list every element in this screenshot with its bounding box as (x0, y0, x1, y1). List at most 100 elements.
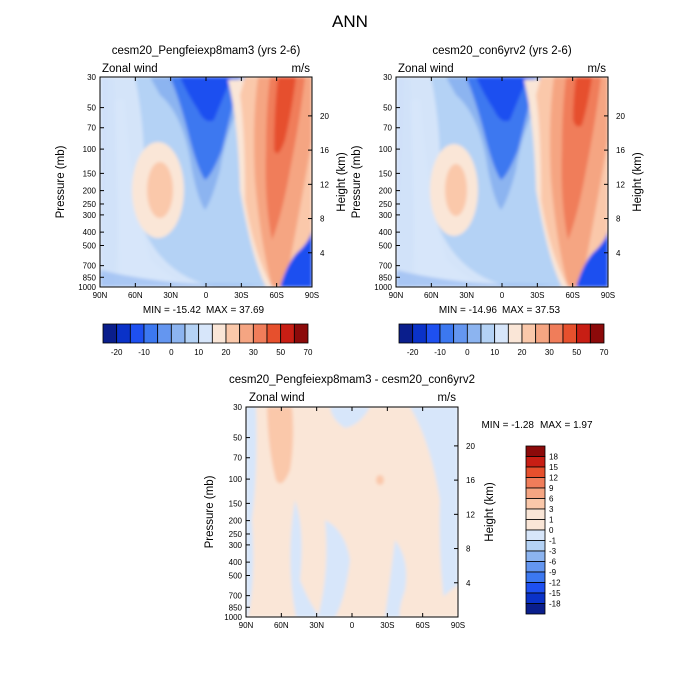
units-label: m/s (587, 63, 606, 75)
colorbar-label: 10 (490, 348, 499, 357)
y-tick-label: 30 (87, 73, 96, 82)
colorbar-swatch (525, 477, 546, 489)
height-tick-label: 12 (616, 180, 625, 189)
y-tick-label: 100 (83, 145, 97, 154)
colorbar-label: -1 (549, 537, 557, 546)
x-tick-label: 60S (416, 621, 430, 630)
colorbar-swatch (398, 323, 414, 344)
contour-field (100, 77, 312, 287)
colorbar-swatch (293, 323, 309, 344)
y-tick-label: 850 (379, 273, 393, 282)
panel-control: cesm20_con6yrv2 (yrs 2-6) Zonal wind m/s (351, 45, 644, 357)
colorbar-swatch (143, 323, 159, 344)
colorbar-label: 70 (304, 348, 313, 357)
panel-experiment: cesm20_Pengfeiexp8mam3 (yrs 2-6) Zonal w… (55, 45, 348, 357)
max-label: MAX = 37.53 (502, 305, 561, 316)
colorbar-swatch (170, 323, 186, 344)
variable-label: Zonal wind (102, 63, 158, 75)
colorbar-swatch (425, 323, 441, 344)
y-axis-label: Pressure (mb) (55, 145, 67, 218)
panel-title: cesm20_Pengfeiexp8mam3 (yrs 2-6) (112, 45, 301, 57)
max-label: MAX = 1.97 (540, 420, 593, 431)
y-tick-label: 300 (379, 211, 393, 220)
height-tick-label: 20 (320, 112, 329, 121)
min-label: MIN = -14.96 (439, 305, 498, 316)
y-tick-label: 700 (229, 592, 243, 601)
colorbar-swatch (102, 323, 118, 344)
colorbar-swatch (266, 323, 282, 344)
colorbar-swatch (525, 445, 546, 457)
colorbar: -20 -10 0 10 20 30 50 70 (398, 323, 609, 357)
colorbar-swatch (525, 466, 546, 478)
colorbar-swatch (129, 323, 145, 344)
colorbar-swatch (525, 456, 546, 468)
panel-title: cesm20_Pengfeiexp8mam3 - cesm20_con6yrv2 (229, 374, 475, 386)
y-tick-label: 150 (83, 169, 97, 178)
x-tick-label: 90N (239, 621, 254, 630)
colorbar-swatch (548, 323, 564, 344)
max-label: MAX = 37.69 (206, 305, 265, 316)
colorbar-swatch (280, 323, 295, 344)
colorbar-swatch (239, 323, 254, 344)
colorbar-swatch (525, 508, 546, 520)
colorbar-label: 0 (169, 348, 174, 357)
colorbar-label: 12 (549, 474, 558, 483)
colorbar-label: 3 (549, 505, 554, 514)
height-tick-label: 8 (616, 215, 621, 224)
x-tick-label: 60N (424, 291, 439, 300)
panel-title: cesm20_con6yrv2 (yrs 2-6) (432, 45, 571, 57)
variable-label: Zonal wind (398, 63, 454, 75)
height-tick-label: 20 (466, 442, 475, 451)
colorbar-label: -12 (549, 579, 561, 588)
y-tick-label: 500 (83, 241, 97, 250)
colorbar-label: 6 (549, 495, 554, 504)
contour-field (396, 77, 608, 287)
colorbar-label: 1 (549, 516, 554, 525)
y-tick-label: 50 (383, 104, 392, 113)
colorbar-label: 20 (518, 348, 527, 357)
colorbar-label: -20 (111, 348, 123, 357)
y-axis-label: Pressure (mb) (204, 475, 216, 548)
y-tick-label: 50 (233, 434, 242, 443)
colorbar-label: 50 (572, 348, 581, 357)
units-label: m/s (437, 392, 456, 404)
y-tick-label: 200 (229, 517, 243, 526)
colorbar-swatch (525, 592, 546, 604)
x-tick-label: 0 (500, 291, 505, 300)
colorbar-swatch (466, 323, 482, 344)
y-tick-label: 70 (233, 454, 242, 463)
x-tick-label: 30N (309, 621, 324, 630)
y-tick-label: 400 (229, 558, 243, 567)
y-tick-label: 70 (87, 124, 96, 133)
colorbar-swatch (525, 519, 546, 531)
min-label: MIN = -1.28 (481, 420, 534, 431)
x-tick-label: 30S (380, 621, 394, 630)
min-label: MIN = -15.42 (143, 305, 202, 316)
height-tick-label: 8 (466, 545, 471, 554)
colorbar-swatch (494, 323, 509, 344)
x-tick-label: 90S (305, 291, 319, 300)
y-tick-label: 200 (379, 187, 393, 196)
height-tick-label: 8 (320, 215, 325, 224)
x-tick-label: 0 (204, 291, 209, 300)
x-tick-label: 90S (601, 291, 615, 300)
y-tick-label: 700 (379, 262, 393, 271)
height-tick-label: 12 (320, 180, 329, 189)
colorbar-swatch (525, 561, 546, 573)
x-tick-label: 30N (163, 291, 178, 300)
x-tick-label: 90S (451, 621, 465, 630)
y-tick-label: 1000 (374, 283, 392, 292)
y-tick-label: 400 (379, 228, 393, 237)
colorbar-label: 15 (549, 463, 558, 472)
height-tick-label: 12 (466, 510, 475, 519)
colorbar-label: 20 (222, 348, 231, 357)
y-tick-label: 250 (83, 200, 97, 209)
y-tick-label: 30 (233, 403, 242, 412)
x-tick-label: 90N (93, 291, 108, 300)
colorbar-swatch (576, 323, 591, 344)
y-tick-label: 50 (87, 104, 96, 113)
colorbar-label: 10 (194, 348, 203, 357)
colorbar-label: 18 (549, 453, 558, 462)
height-tick-label: 4 (320, 249, 325, 258)
